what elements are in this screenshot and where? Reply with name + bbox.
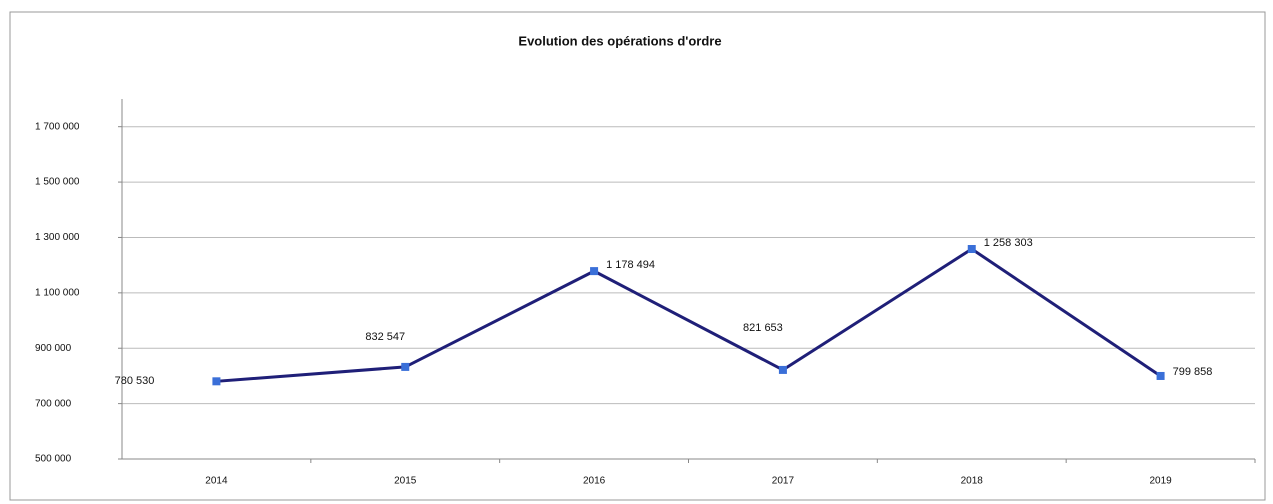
marker	[401, 362, 410, 371]
x-tick-label: 2019	[1149, 476, 1172, 487]
marker	[1156, 371, 1165, 380]
data-label: 780 530	[115, 375, 155, 387]
chart-frame	[9, 11, 1266, 501]
line	[216, 247, 1162, 383]
data-label: 1 258 303	[984, 237, 1033, 249]
data-label: 1 178 494	[606, 259, 655, 271]
y-tick-label: 1 500 000	[35, 177, 80, 188]
x-tick-label: 2015	[394, 476, 417, 487]
data-label: 799 858	[1173, 366, 1213, 378]
y-tick-label: 700 000	[35, 398, 72, 409]
data-label: 832 547	[365, 331, 405, 343]
data-label: 821 653	[743, 322, 783, 334]
y-tick-label: 1 700 000	[35, 121, 80, 132]
marker	[967, 245, 976, 254]
marker	[212, 377, 221, 386]
x-tick-label: 2017	[772, 476, 795, 487]
y-tick-label: 900 000	[35, 343, 72, 354]
marker	[778, 365, 787, 374]
x-tick-label: 2014	[205, 476, 228, 487]
y-tick-label: 1 100 000	[35, 287, 80, 298]
x-tick-label: 2018	[961, 476, 984, 487]
y-tick-label: 1 300 000	[35, 232, 80, 243]
marker	[590, 267, 599, 276]
x-tick-label: 2016	[583, 476, 606, 487]
y-tick-label: 500 000	[35, 454, 72, 465]
chart-title: Evolution des opérations d'ordre	[518, 33, 721, 48]
